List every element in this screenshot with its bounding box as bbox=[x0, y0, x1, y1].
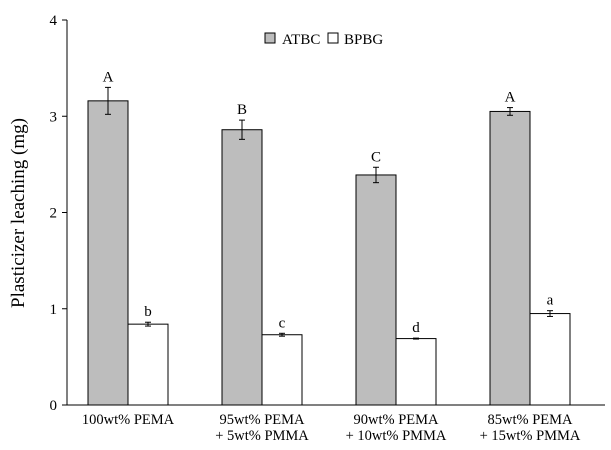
legend: ATBC BPBG bbox=[264, 32, 383, 48]
x-tick-label: 95wt% PEMA bbox=[220, 412, 306, 428]
y-tick-label: 2 bbox=[50, 206, 58, 222]
y-tick-label: 3 bbox=[50, 109, 58, 125]
bar-atbc bbox=[221, 129, 263, 406]
y-tick-label: 1 bbox=[50, 302, 58, 318]
legend-marker-atbc bbox=[264, 32, 276, 44]
x-tick-label: 85wt% PEMA bbox=[488, 412, 574, 428]
significance-label: c bbox=[279, 315, 286, 331]
y-tick-label: 0 bbox=[50, 398, 58, 414]
bar-bpbg bbox=[529, 313, 571, 406]
x-tick-label: + 5wt% PMMA bbox=[215, 428, 309, 444]
x-tick-label: 90wt% PEMA bbox=[354, 412, 440, 428]
bar-bpbg bbox=[261, 334, 303, 406]
significance-label: d bbox=[412, 320, 420, 336]
y-axis-title: Plasticizer leaching (mg) bbox=[8, 118, 29, 308]
x-tick-label: + 10wt% PMMA bbox=[346, 428, 447, 444]
significance-label: A bbox=[103, 69, 114, 85]
legend-label-bpbg: BPBG bbox=[344, 32, 383, 48]
legend-marker-bpbg bbox=[327, 32, 339, 44]
bar-bpbg bbox=[127, 323, 169, 406]
significance-label: C bbox=[371, 149, 381, 165]
significance-label: b bbox=[144, 304, 152, 320]
significance-label: a bbox=[547, 293, 554, 309]
x-tick-label: 100wt% PEMA bbox=[82, 412, 175, 428]
bars-layer: Ab Bc Cd Aa bbox=[87, 69, 571, 406]
bar-atbc bbox=[355, 174, 397, 406]
bar-atbc bbox=[87, 100, 129, 406]
significance-label: A bbox=[505, 90, 516, 106]
bar-bpbg bbox=[395, 338, 437, 406]
y-tick-label: 4 bbox=[50, 13, 58, 29]
significance-label: B bbox=[237, 102, 247, 118]
legend-label-atbc: ATBC bbox=[282, 32, 320, 48]
axes-layer: 0 1 2 3 4 100wt% PEMA 95wt% PEMA+ 5wt% PMMA 90w… bbox=[50, 13, 605, 444]
x-tick-label: + 15wt% PMMA bbox=[480, 428, 581, 444]
bar-atbc bbox=[489, 110, 531, 406]
